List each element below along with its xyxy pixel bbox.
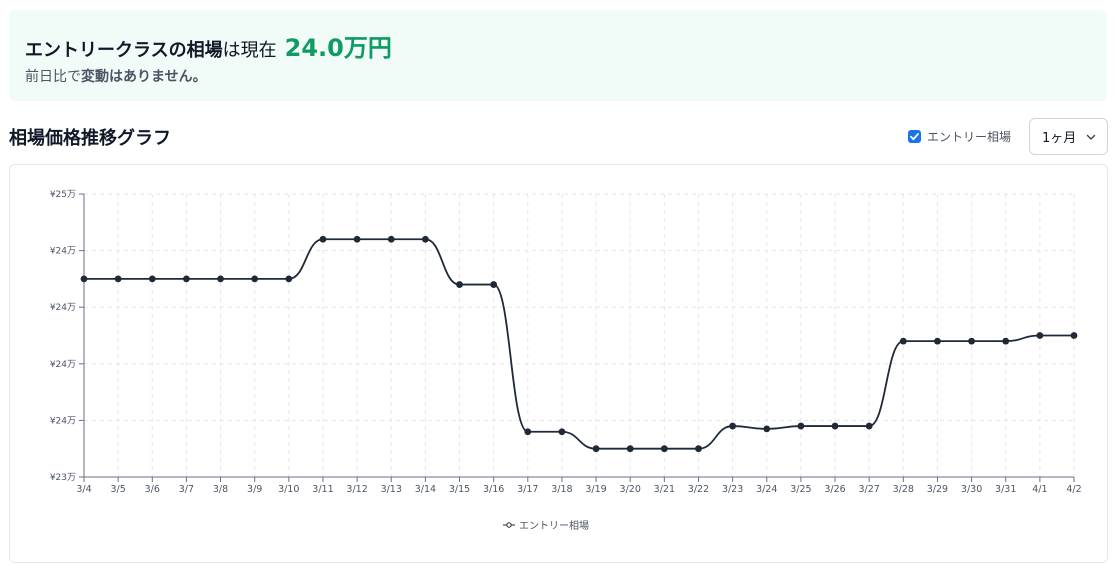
x-tick-label: 3/7 [179,484,194,495]
summary-headline: エントリークラスの相場 は現在 24.0万円 [25,28,392,63]
y-tick-label: ¥23万 [50,473,76,483]
x-tick-label: 4/1 [1032,484,1047,495]
data-point [660,445,668,453]
data-point [490,281,498,288]
x-tick-label: 3/9 [247,484,262,495]
data-point [695,445,702,453]
data-point [524,428,532,436]
data-point [80,275,88,283]
x-tick-label: 3/27 [859,484,880,495]
data-point [251,275,259,283]
headline-connector: は現在 [222,40,277,61]
x-tick-label: 3/26 [824,484,845,495]
x-tick-label: 3/17 [517,484,538,495]
data-point [865,422,873,430]
data-point [183,275,190,283]
data-point [456,281,463,288]
legend-line-marker-icon [503,521,515,528]
y-tick-label: ¥24万 [50,247,76,257]
x-tick-label: 3/8 [213,484,228,495]
x-tick-label: 3/24 [756,484,777,495]
x-tick-label: 3/19 [585,484,606,495]
x-tick-label: 3/5 [110,484,125,495]
price-summary-banner: エントリークラスの相場 は現在 24.0万円 前日比で変動はありません。 [9,10,1107,101]
data-point [1002,337,1010,345]
data-point [421,235,429,243]
headline-class-label: エントリークラスの相場 [25,40,223,61]
x-tick-label: 3/30 [961,484,982,495]
data-point [558,428,566,436]
period-select[interactable]: 1ヶ月 [1029,118,1108,155]
data-point [763,425,771,433]
x-tick-label: 3/12 [346,484,367,495]
data-point [285,275,293,283]
data-point [148,275,156,283]
x-tick-label: 3/10 [278,484,299,495]
x-tick-label: 3/21 [654,484,675,495]
data-point [899,337,907,345]
data-point [626,445,634,453]
chart-section-title: 相場価格推移グラフ [9,128,171,149]
x-tick-label: 3/11 [312,484,333,495]
x-tick-label: 3/14 [415,484,436,495]
data-point [1070,332,1078,339]
x-tick-label: 3/31 [995,484,1016,495]
data-point [319,235,327,243]
y-tick-label: ¥24万 [50,303,76,313]
x-tick-label: 3/15 [449,484,470,495]
data-point [729,422,737,430]
series-checkbox[interactable] [908,130,921,143]
data-point [934,337,941,345]
y-tick-label: ¥24万 [50,416,76,426]
y-tick-label: ¥24万 [50,360,76,370]
x-tick-label: 3/16 [483,484,504,495]
y-tick-label: ¥25万 [50,190,76,200]
data-point [831,422,839,430]
x-tick-label: 3/13 [381,484,402,495]
x-tick-label: 3/18 [551,484,572,495]
series-toggle[interactable]: エントリー相場 [908,128,1011,145]
data-point [114,275,122,283]
chevron-down-icon [1086,134,1096,140]
data-point [968,337,975,345]
x-tick-label: 4/2 [1066,484,1081,495]
data-point [353,235,361,243]
change-note-prefix: 前日比で [25,69,81,85]
current-price: 24.0万円 [284,34,392,62]
x-tick-label: 3/6 [145,484,160,495]
series-line [84,238,1074,450]
series-toggle-label: エントリー相場 [927,130,1012,144]
data-point [1036,332,1044,339]
change-note-status: 変動はありません。 [81,69,207,85]
x-tick-label: 3/28 [893,484,914,495]
data-point [387,235,395,243]
check-icon [910,133,919,141]
data-point [592,445,600,453]
data-point [217,275,224,283]
x-tick-label: 3/25 [790,484,811,495]
x-tick-label: 3/20 [620,484,641,495]
x-tick-label: 3/4 [76,484,91,495]
x-tick-label: 3/22 [688,484,709,495]
chart-legend[interactable]: エントリー相場 [503,517,589,532]
change-note: 前日比で変動はありません。 [25,66,207,86]
x-tick-label: 3/23 [722,484,743,495]
data-point [797,422,805,430]
legend-label: エントリー相場 [519,521,589,532]
period-select-value: 1ヶ月 [1042,131,1077,146]
x-tick-label: 3/29 [927,484,948,495]
